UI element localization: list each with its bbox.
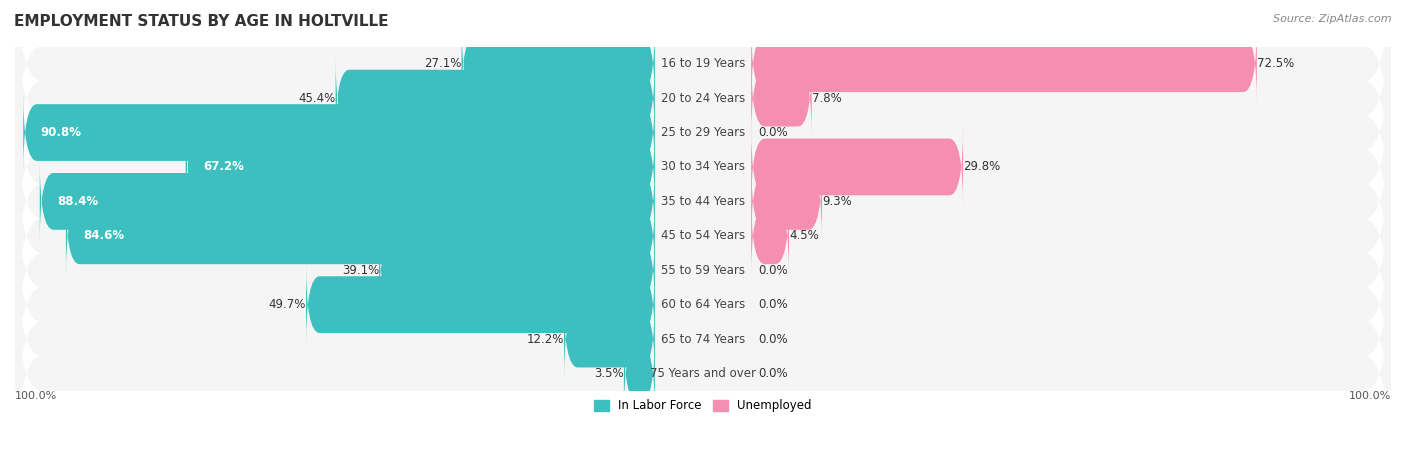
FancyBboxPatch shape <box>624 333 655 414</box>
Text: 55 to 59 Years: 55 to 59 Years <box>661 264 745 277</box>
Text: 100.0%: 100.0% <box>1348 391 1391 401</box>
Text: 75 Years and over: 75 Years and over <box>650 367 756 380</box>
Text: EMPLOYMENT STATUS BY AGE IN HOLTVILLE: EMPLOYMENT STATUS BY AGE IN HOLTVILLE <box>14 14 388 28</box>
Text: 0.0%: 0.0% <box>758 264 787 277</box>
Text: 0.0%: 0.0% <box>758 126 787 139</box>
FancyBboxPatch shape <box>186 126 655 207</box>
Text: 4.5%: 4.5% <box>789 230 818 242</box>
FancyBboxPatch shape <box>15 13 1391 252</box>
FancyBboxPatch shape <box>751 23 1257 104</box>
Text: 3.5%: 3.5% <box>595 367 624 380</box>
Text: 88.4%: 88.4% <box>58 195 98 208</box>
Text: 67.2%: 67.2% <box>202 161 243 173</box>
FancyBboxPatch shape <box>15 0 1391 218</box>
FancyBboxPatch shape <box>15 184 1391 425</box>
Text: 9.3%: 9.3% <box>823 195 852 208</box>
FancyBboxPatch shape <box>751 58 811 139</box>
FancyBboxPatch shape <box>751 126 963 207</box>
FancyBboxPatch shape <box>15 0 1391 184</box>
FancyBboxPatch shape <box>380 230 655 310</box>
FancyBboxPatch shape <box>15 150 1391 390</box>
Text: 29.8%: 29.8% <box>963 161 1000 173</box>
FancyBboxPatch shape <box>307 264 655 345</box>
Text: 27.1%: 27.1% <box>425 57 461 70</box>
FancyBboxPatch shape <box>15 116 1391 356</box>
Text: 20 to 24 Years: 20 to 24 Years <box>661 92 745 105</box>
Text: 84.6%: 84.6% <box>83 230 124 242</box>
Text: 30 to 34 Years: 30 to 34 Years <box>661 161 745 173</box>
Text: 45.4%: 45.4% <box>298 92 336 105</box>
Text: 0.0%: 0.0% <box>758 333 787 346</box>
FancyBboxPatch shape <box>39 161 655 242</box>
Text: 49.7%: 49.7% <box>269 298 307 311</box>
FancyBboxPatch shape <box>15 81 1391 321</box>
Text: Source: ZipAtlas.com: Source: ZipAtlas.com <box>1274 14 1392 23</box>
Text: 35 to 44 Years: 35 to 44 Years <box>661 195 745 208</box>
Text: 0.0%: 0.0% <box>758 367 787 380</box>
Text: 16 to 19 Years: 16 to 19 Years <box>661 57 745 70</box>
Text: 45 to 54 Years: 45 to 54 Years <box>661 230 745 242</box>
FancyBboxPatch shape <box>751 161 823 242</box>
Text: 72.5%: 72.5% <box>1257 57 1294 70</box>
Text: 0.0%: 0.0% <box>758 298 787 311</box>
FancyBboxPatch shape <box>461 23 655 104</box>
FancyBboxPatch shape <box>66 195 655 276</box>
Text: 39.1%: 39.1% <box>342 264 380 277</box>
FancyBboxPatch shape <box>15 253 1391 450</box>
Text: 7.8%: 7.8% <box>811 92 841 105</box>
FancyBboxPatch shape <box>336 58 655 139</box>
FancyBboxPatch shape <box>15 219 1391 450</box>
FancyBboxPatch shape <box>564 299 655 379</box>
Legend: In Labor Force, Unemployed: In Labor Force, Unemployed <box>595 399 811 412</box>
FancyBboxPatch shape <box>15 47 1391 287</box>
FancyBboxPatch shape <box>751 195 789 276</box>
FancyBboxPatch shape <box>24 92 655 173</box>
Text: 90.8%: 90.8% <box>41 126 82 139</box>
Text: 65 to 74 Years: 65 to 74 Years <box>661 333 745 346</box>
Text: 100.0%: 100.0% <box>15 391 58 401</box>
Text: 25 to 29 Years: 25 to 29 Years <box>661 126 745 139</box>
Text: 12.2%: 12.2% <box>527 333 564 346</box>
Text: 60 to 64 Years: 60 to 64 Years <box>661 298 745 311</box>
